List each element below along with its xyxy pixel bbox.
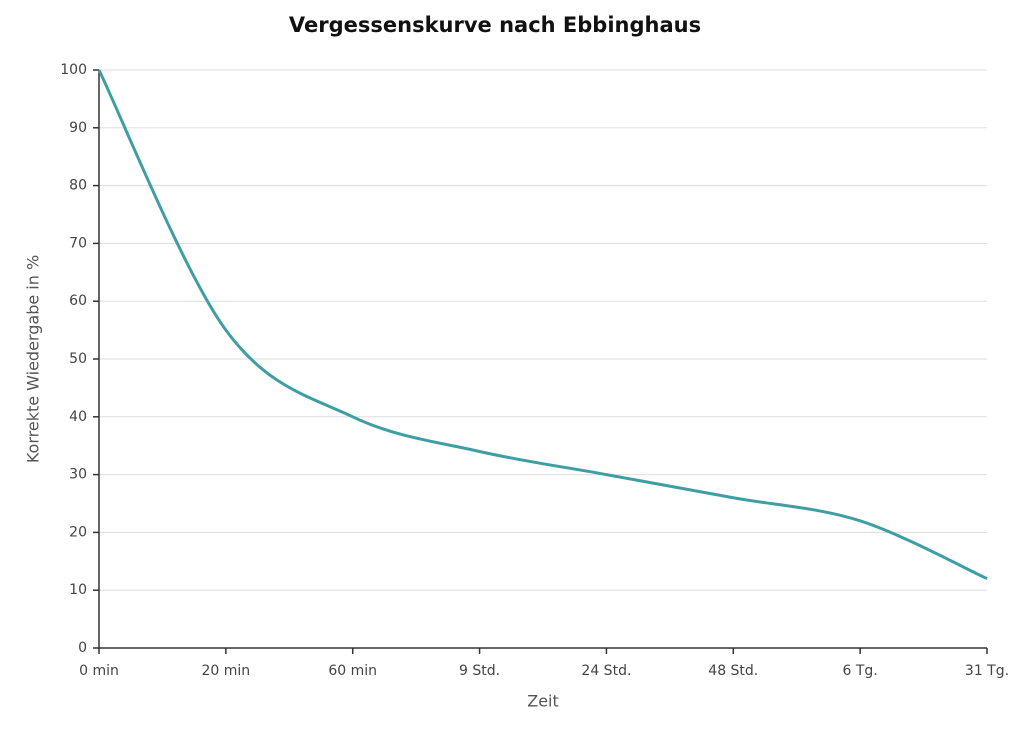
x-axis-title: Zeit xyxy=(527,692,559,711)
chart-title: Vergessenskurve nach Ebbinghaus xyxy=(289,13,701,37)
y-tick-label: 80 xyxy=(69,178,87,194)
x-tick-label: 20 min xyxy=(202,663,251,679)
y-tick-label: 60 xyxy=(69,293,87,309)
y-tick-label: 0 xyxy=(78,640,87,656)
x-tick-label: 48 Std. xyxy=(708,663,758,679)
x-tick-label: 0 min xyxy=(79,663,119,679)
y-tick-label: 40 xyxy=(69,409,87,425)
y-tick-label: 90 xyxy=(69,120,87,136)
x-tick-label: 6 Tg. xyxy=(843,663,878,679)
y-axis-title: Korrekte Wiedergabe in % xyxy=(24,255,43,463)
x-tick-label: 9 Std. xyxy=(459,663,500,679)
y-tick-label: 10 xyxy=(69,582,87,598)
y-tick-label: 50 xyxy=(69,351,87,367)
y-tick-label: 70 xyxy=(69,235,87,251)
y-tick-label: 100 xyxy=(60,62,87,78)
x-tick-label: 31 Tg. xyxy=(965,663,1009,679)
y-tick-label: 30 xyxy=(69,467,87,483)
y-tick-label: 20 xyxy=(69,524,87,540)
x-tick-label: 60 min xyxy=(328,663,377,679)
x-tick-label: 24 Std. xyxy=(581,663,631,679)
line xyxy=(97,69,988,581)
